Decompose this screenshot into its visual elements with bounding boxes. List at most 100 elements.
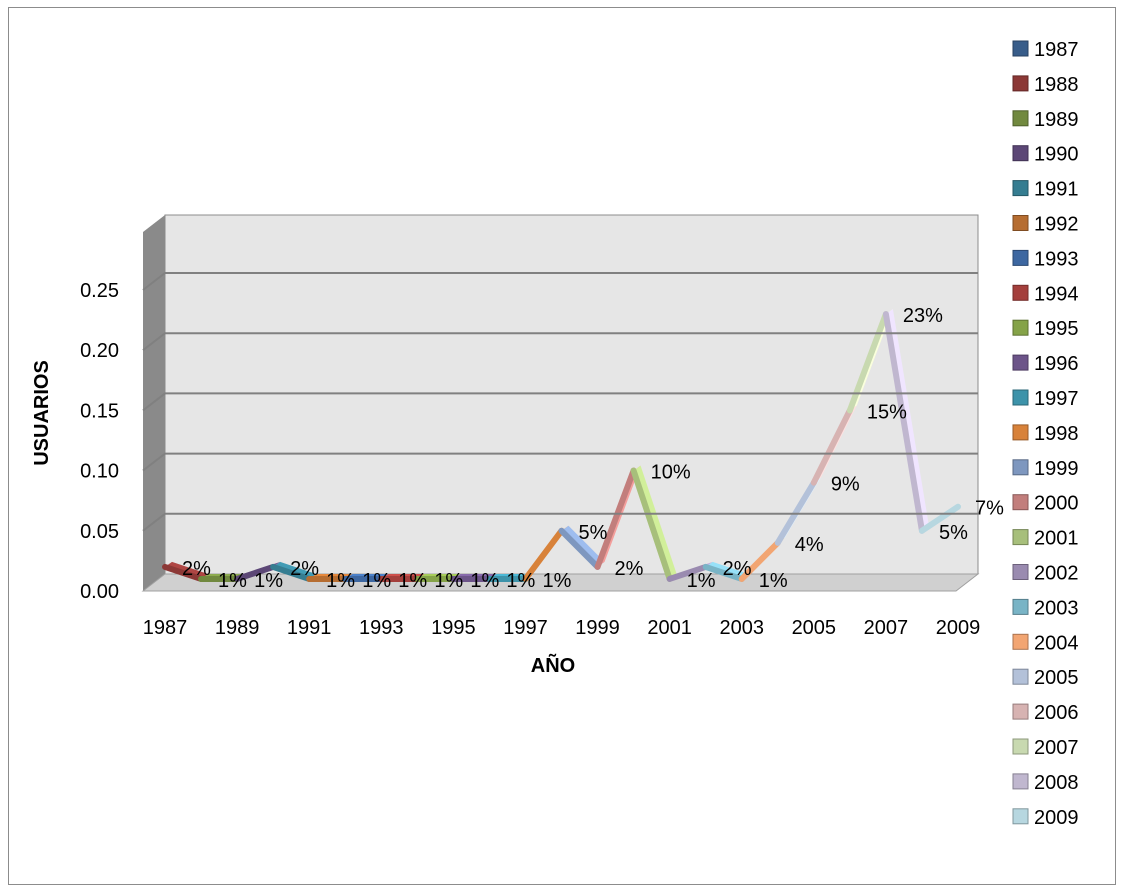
- data-label: 4%: [795, 534, 824, 556]
- legend-swatch: [1012, 668, 1029, 685]
- y-tick-label: 0.00: [80, 581, 119, 603]
- data-label: 1%: [506, 570, 535, 592]
- y-tick-label: 0.10: [80, 461, 119, 483]
- legend-label: 1987: [1034, 39, 1079, 61]
- legend-swatch: [1012, 180, 1029, 197]
- line-segment: [666, 563, 709, 582]
- data-label: 1%: [362, 570, 391, 592]
- data-label: 1%: [542, 570, 571, 592]
- line-segment: [774, 479, 817, 546]
- y-axis-title: USUARIOS: [31, 360, 53, 466]
- y-tick-label: 0.05: [80, 521, 119, 543]
- data-label: 23%: [903, 305, 943, 327]
- line-segment: [234, 563, 277, 582]
- legend-swatch: [1012, 633, 1029, 650]
- plot-area: [141, 214, 980, 592]
- legend-label: 2003: [1034, 597, 1079, 619]
- x-tick-label: 2001: [647, 617, 692, 639]
- line-segment: [270, 563, 313, 582]
- legend-label: 1991: [1034, 179, 1079, 201]
- legend-swatch: [1012, 319, 1029, 336]
- x-tick-label: 1989: [215, 617, 260, 639]
- line-segment: [522, 527, 565, 582]
- legend-swatch: [1012, 40, 1029, 57]
- legend-label: 1998: [1034, 423, 1079, 445]
- x-axis-title: AÑO: [531, 654, 575, 677]
- legend-swatch: [1012, 564, 1029, 580]
- legend-swatch: [1012, 284, 1029, 301]
- line-segment: [162, 563, 205, 582]
- line-segment: [702, 563, 745, 582]
- legend-label: 2008: [1034, 772, 1079, 794]
- legend-label: 2007: [1034, 737, 1079, 759]
- gridline: [142, 332, 978, 351]
- legend-label: 1989: [1034, 109, 1079, 131]
- data-label: 9%: [831, 474, 860, 496]
- line-segment: [810, 407, 853, 486]
- data-label: 2%: [182, 558, 211, 580]
- gridline: [142, 512, 978, 532]
- x-tick-label: 2007: [864, 617, 909, 639]
- legend-swatch: [1012, 598, 1029, 615]
- legend-label: 2004: [1034, 632, 1079, 654]
- x-tick-label: 1991: [287, 617, 332, 639]
- legend-swatch: [1012, 738, 1029, 755]
- legend-label: 2005: [1034, 667, 1079, 689]
- legend-label: 1994: [1034, 283, 1079, 305]
- data-label: 5%: [939, 522, 968, 544]
- gridline: [142, 452, 978, 472]
- legend-label: 1996: [1034, 353, 1079, 375]
- x-tick-label: 2003: [719, 617, 764, 639]
- data-label: 2%: [615, 558, 644, 580]
- legend-label: 2006: [1034, 702, 1079, 724]
- data-label: 15%: [867, 401, 907, 423]
- data-label: 1%: [398, 570, 427, 592]
- data-label: 1%: [687, 570, 716, 592]
- data-label: 5%: [579, 522, 608, 544]
- x-tick-label: 1993: [359, 617, 404, 639]
- legend-swatch: [1012, 703, 1029, 720]
- line-segment-top: [561, 525, 605, 567]
- legend-label: 1988: [1034, 74, 1079, 96]
- legend-swatch: [1012, 529, 1029, 546]
- line-segment: [918, 503, 961, 534]
- data-labels: 2% 1% 1% 2% 1% 1% 1% 1% 1% 1% 1% 5% 2% 10% 1% 2% 1% 4% 9% 1…: [182, 305, 1004, 592]
- x-tick-label: 1995: [431, 617, 476, 639]
- legend-label: 1992: [1034, 214, 1079, 236]
- legend-swatch: [1012, 389, 1029, 406]
- legend-label: 1997: [1034, 388, 1079, 410]
- axis-ticks: 0.00 0.05 0.10 0.15 0.20 0.25 1987 1989 1991 1993…: [80, 272, 981, 639]
- data-label: 1%: [326, 570, 355, 592]
- data-label: 2%: [290, 558, 319, 580]
- data-label: 10%: [651, 462, 691, 484]
- line-segment: [594, 467, 637, 570]
- legend-swatch: [1012, 808, 1029, 825]
- legend-swatch: [1012, 459, 1029, 476]
- legend-swatch: [1012, 145, 1029, 162]
- legend: 1987 1988 1989 1990 1991 1992 1993 1994 1995 1996…: [1012, 39, 1079, 829]
- x-tick-label: 2005: [792, 617, 837, 639]
- y-tick-label: 0.15: [80, 400, 119, 422]
- x-tick-label: 2009: [936, 617, 981, 639]
- legend-label: 1990: [1034, 144, 1079, 166]
- legend-label: 2001: [1034, 528, 1079, 550]
- legend-swatch: [1012, 354, 1029, 371]
- x-tick-label: 1999: [575, 617, 620, 639]
- x-tick-label: 1997: [503, 617, 548, 639]
- series-segments: [162, 309, 965, 582]
- data-label: 1%: [470, 570, 499, 592]
- legend-swatch: [1012, 75, 1029, 92]
- legend-label: 2000: [1034, 493, 1079, 515]
- x-tick-label: 1987: [143, 617, 188, 639]
- data-label: 1%: [434, 570, 463, 592]
- data-label: 1%: [759, 570, 788, 592]
- data-label: 1%: [218, 570, 247, 592]
- gridline: [142, 272, 978, 291]
- line-segment: [882, 311, 925, 534]
- line-segment: [558, 527, 601, 570]
- legend-swatch: [1012, 215, 1029, 231]
- y-tick-label: 0.25: [80, 280, 119, 302]
- legend-label: 1999: [1034, 458, 1079, 480]
- legend-label: 2009: [1034, 807, 1079, 829]
